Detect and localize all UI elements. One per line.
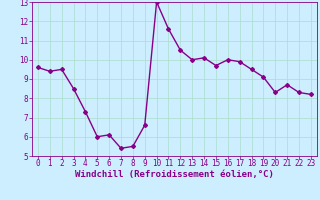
X-axis label: Windchill (Refroidissement éolien,°C): Windchill (Refroidissement éolien,°C) bbox=[75, 170, 274, 179]
